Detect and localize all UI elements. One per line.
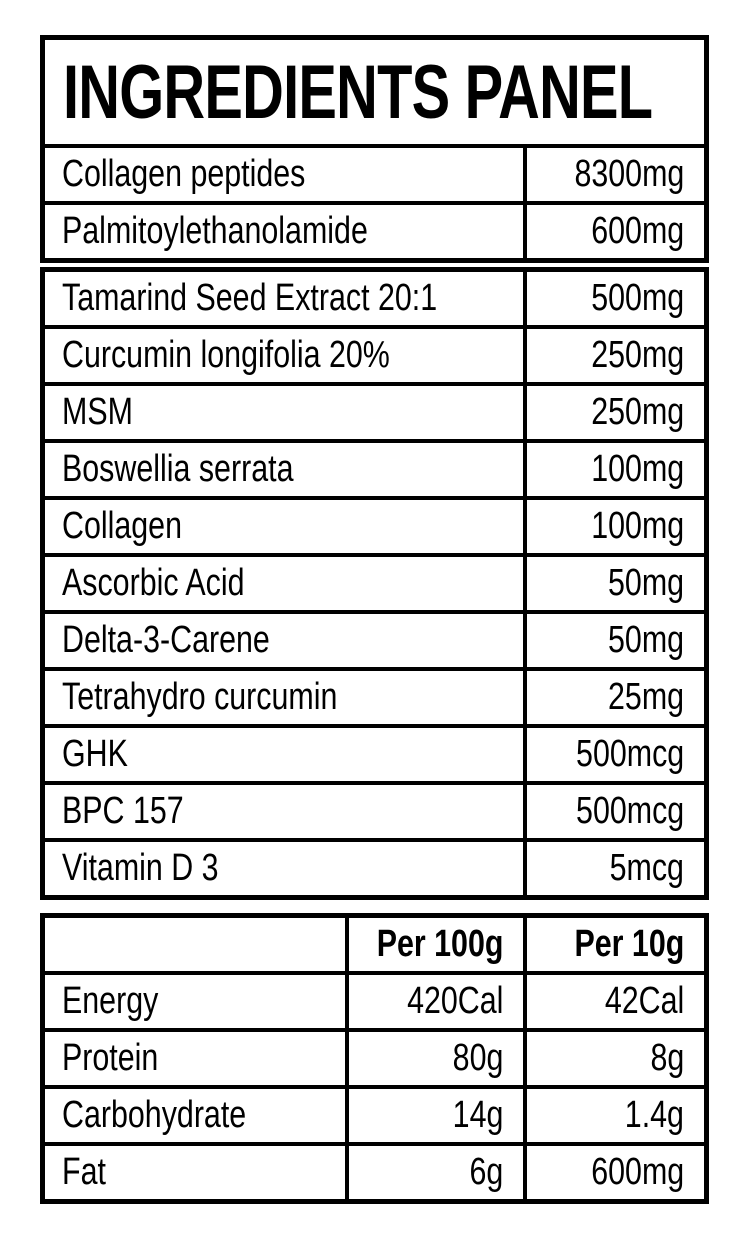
ingredient-name: Boswellia serrata — [62, 448, 294, 490]
ingredient-name: Curcumin longifolia 20% — [62, 334, 390, 376]
nutrition-label: Protein — [62, 1037, 159, 1079]
nutrition-per-100g: 420Cal — [345, 975, 523, 1028]
ingredient-row: Ascorbic Acid 50mg — [45, 553, 704, 610]
ingredient-row: BPC 157 500mcg — [45, 781, 704, 838]
ingredient-row: Delta-3-Carene 50mg — [45, 610, 704, 667]
ingredient-row: Collagen peptides 8300mg — [45, 148, 704, 201]
nutrition-header-row: Per 100g Per 10g — [45, 918, 704, 971]
ingredient-amount: 25mg — [523, 671, 704, 724]
nutrition-per-10g: 42Cal — [523, 975, 704, 1028]
ingredient-name: Tetrahydro curcumin — [62, 676, 338, 718]
ingredient-row: Palmitoylethanolamide 600mg — [45, 201, 704, 258]
ingredient-name: Collagen peptides — [62, 153, 306, 195]
nutrition-row: Energy 420Cal 42Cal — [45, 971, 704, 1028]
ingredient-row: Curcumin longifolia 20% 250mg — [45, 325, 704, 382]
ingredient-amount: 8300mg — [523, 148, 704, 201]
panel-title-row: INGREDIENTS PANEL — [45, 40, 704, 148]
ingredient-amount: 600mg — [523, 205, 704, 258]
ingredient-amount: 250mg — [523, 329, 704, 382]
ingredient-name: Delta-3-Carene — [62, 619, 270, 661]
ingredient-name: MSM — [62, 391, 133, 433]
ingredient-amount: 50mg — [523, 557, 704, 610]
ingredient-amount: 100mg — [523, 500, 704, 553]
nutrition-per-10g: 8g — [523, 1032, 704, 1085]
ingredient-row: Collagen 100mg — [45, 496, 704, 553]
ingredient-amount: 500mg — [523, 272, 704, 325]
ingredient-amount: 50mg — [523, 614, 704, 667]
nutrition-header-per-100g: Per 100g — [345, 918, 523, 971]
nutrition-label: Fat — [62, 1151, 106, 1193]
nutrition-table: Per 100g Per 10g Energy 420Cal 42Cal Pro… — [40, 913, 709, 1204]
nutrition-per-100g: 14g — [345, 1089, 523, 1142]
ingredient-row: Tamarind Seed Extract 20:1 500mg — [45, 272, 704, 325]
ingredient-name: Palmitoylethanolamide — [62, 210, 368, 252]
page-title: INGREDIENTS PANEL — [63, 49, 653, 135]
ingredient-row: GHK 500mcg — [45, 724, 704, 781]
ingredient-name: Collagen — [62, 505, 182, 547]
nutrition-row: Protein 80g 8g — [45, 1028, 704, 1085]
nutrition-per-100g: 80g — [345, 1032, 523, 1085]
nutrition-label: Carbohydrate — [62, 1094, 247, 1136]
ingredient-amount: 500mcg — [523, 728, 704, 781]
ingredient-amount: 100mg — [523, 443, 704, 496]
ingredient-row: Boswellia serrata 100mg — [45, 439, 704, 496]
ingredient-name: BPC 157 — [62, 790, 184, 832]
ingredient-name: Ascorbic Acid — [62, 562, 245, 604]
ingredients-panel-main-section: Tamarind Seed Extract 20:1 500mg Curcumi… — [40, 267, 709, 900]
nutrition-label: Energy — [62, 980, 159, 1022]
nutrition-per-10g: 600mg — [523, 1146, 704, 1199]
ingredient-name: Tamarind Seed Extract 20:1 — [62, 277, 438, 319]
ingredient-amount: 250mg — [523, 386, 704, 439]
nutrition-per-10g: 1.4g — [523, 1089, 704, 1142]
ingredient-row: MSM 250mg — [45, 382, 704, 439]
ingredient-amount: 5mcg — [523, 842, 704, 895]
nutrition-row: Carbohydrate 14g 1.4g — [45, 1085, 704, 1142]
ingredient-name: Vitamin D 3 — [62, 847, 219, 889]
ingredient-row: Tetrahydro curcumin 25mg — [45, 667, 704, 724]
nutrition-header-spacer — [45, 918, 345, 971]
nutrition-row: Fat 6g 600mg — [45, 1142, 704, 1199]
ingredients-panel-top-section: INGREDIENTS PANEL Collagen peptides 8300… — [40, 35, 709, 263]
ingredient-row: Vitamin D 3 5mcg — [45, 838, 704, 895]
ingredient-amount: 500mcg — [523, 785, 704, 838]
nutrition-header-per-10g: Per 10g — [523, 918, 704, 971]
nutrition-per-100g: 6g — [345, 1146, 523, 1199]
ingredient-name: GHK — [62, 733, 128, 775]
